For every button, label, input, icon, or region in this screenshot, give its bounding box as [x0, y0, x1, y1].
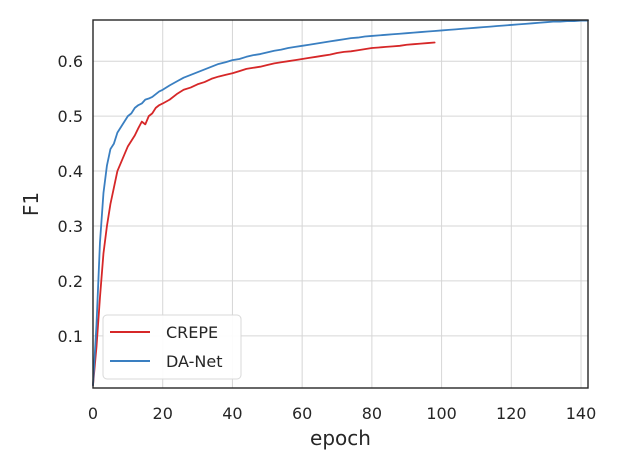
series-line-da-net — [92, 19, 589, 387]
x-tick-label: 140 — [566, 404, 597, 423]
x-tick-label: 0 — [88, 404, 98, 423]
y-axis-title: F1 — [19, 192, 43, 216]
x-tick-label: 20 — [153, 404, 173, 423]
legend: CREPE DA-Net — [102, 314, 242, 380]
x-tick-label: 40 — [222, 404, 242, 423]
axes-frame — [92, 19, 589, 389]
y-tick-label: 0.1 — [58, 327, 83, 346]
legend-label-da-net: DA-Net — [166, 352, 223, 371]
x-tick-label: 120 — [496, 404, 527, 423]
x-tick-label: 60 — [292, 404, 312, 423]
legend-label-crepe: CREPE — [166, 323, 218, 342]
x-tick-label: 80 — [362, 404, 382, 423]
y-tick-label: 0.6 — [58, 52, 83, 71]
y-tick-label: 0.3 — [58, 217, 83, 236]
x-axis-title: epoch — [310, 426, 371, 450]
x-tick-label: 100 — [426, 404, 457, 423]
y-tick-label: 0.2 — [58, 272, 83, 291]
y-tick-label: 0.4 — [58, 162, 83, 181]
series-line-crepe — [92, 41, 436, 387]
y-tick-label: 0.5 — [58, 107, 83, 126]
